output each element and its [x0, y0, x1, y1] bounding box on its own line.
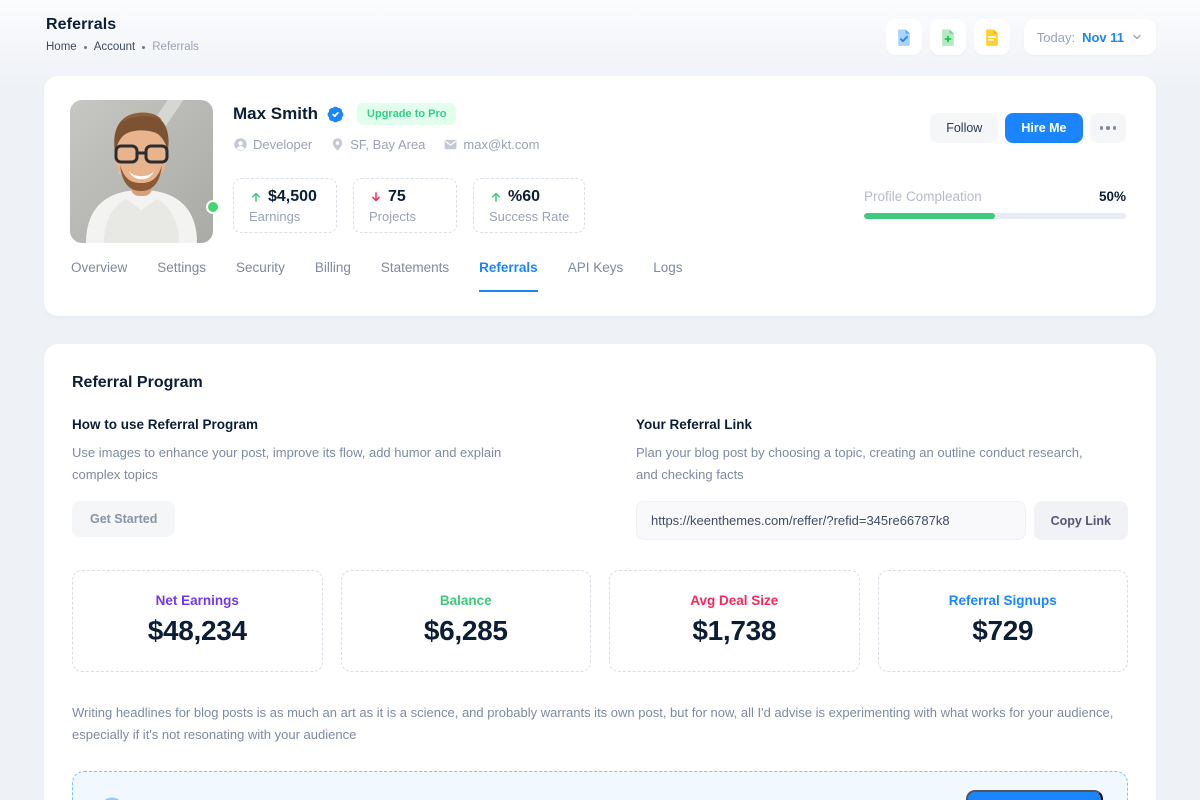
mail-icon	[443, 137, 458, 152]
follow-button[interactable]: Follow	[930, 113, 999, 143]
referral-link-heading: Your Referral Link	[636, 417, 753, 432]
referral-link-description: Plan your blog post by choosing a topic,…	[636, 445, 1083, 482]
file-check-icon	[894, 27, 914, 47]
withdraw-panel: Withdraw Your Money to a Bank Account	[72, 771, 1128, 800]
referral-program-card: Referral Program How to use Referral Pro…	[44, 344, 1156, 800]
file-check-button[interactable]	[885, 19, 922, 55]
avatar	[70, 100, 220, 243]
referral-signups-metric: Referral Signups $729	[877, 570, 1128, 672]
breadcrumb-separator	[83, 45, 87, 49]
profile-meta: Developer SF, Bay Area	[233, 137, 864, 152]
user-icon	[233, 137, 248, 152]
referral-link-input[interactable]	[636, 501, 1026, 540]
profile-stats: $4,500 Earnings 75 Projects	[233, 178, 864, 233]
profile-info: Max Smith Upgrade to Pro	[233, 100, 864, 243]
avatar-image	[70, 100, 213, 243]
page-title: Referrals	[46, 16, 117, 33]
tab-logs[interactable]: Logs	[653, 260, 683, 275]
how-to-description: Use images to enhance your post, improve…	[72, 445, 502, 482]
tab-api-keys[interactable]: API Keys	[567, 260, 624, 275]
online-status-dot	[206, 200, 220, 214]
arrow-down-icon	[369, 190, 383, 204]
profile-tabs: Overview Settings Security Billing State…	[70, 260, 1126, 292]
profile-completion: Profile Compleation 50%	[864, 189, 1126, 219]
tab-billing[interactable]: Billing	[314, 260, 351, 275]
progress-label: Profile Compleation	[864, 189, 982, 204]
progress-bar	[864, 213, 1126, 219]
arrow-up-icon	[249, 190, 263, 204]
profile-role: Developer	[233, 137, 312, 152]
tab-security[interactable]: Security	[236, 260, 285, 275]
projects-stat-tile: 75 Projects	[353, 178, 457, 233]
referral-program-title: Referral Program	[72, 374, 203, 391]
how-to-column: How to use Referral Program Use images t…	[72, 417, 564, 540]
tab-referrals[interactable]: Referrals	[479, 260, 538, 292]
referral-note: Writing headlines for blog posts is as m…	[72, 705, 1114, 742]
date-picker-button[interactable]: Today: Nov 11	[1023, 19, 1156, 55]
how-to-heading: How to use Referral Program	[72, 417, 259, 432]
referral-link-column: Your Referral Link Plan your blog post b…	[636, 417, 1128, 540]
arrow-up-icon	[489, 190, 503, 204]
tab-statements[interactable]: Statements	[380, 260, 450, 275]
topbar-left: Referrals Home Account Referrals	[46, 16, 199, 53]
avg-deal-size-metric: Avg Deal Size $1,738	[609, 570, 860, 672]
tab-overview[interactable]: Overview	[71, 260, 128, 275]
map-pin-icon	[330, 137, 345, 152]
file-plus-button[interactable]	[929, 19, 966, 55]
tab-settings[interactable]: Settings	[157, 260, 207, 275]
copy-link-button[interactable]: Copy Link	[1033, 501, 1128, 540]
profile-right-panel: Follow Hire Me Profile Compleation 50%	[864, 100, 1126, 243]
breadcrumb-account[interactable]: Account	[93, 41, 136, 53]
breadcrumb-home[interactable]: Home	[46, 41, 77, 53]
progress-bar-fill	[864, 213, 995, 219]
referral-metrics: Net Earnings $48,234 Balance $6,285 Avg …	[72, 570, 1128, 672]
profile-email: max@kt.com	[443, 137, 539, 152]
withdraw-button[interactable]	[966, 790, 1103, 800]
net-earnings-metric: Net Earnings $48,234	[72, 570, 323, 672]
chevron-down-icon	[1131, 31, 1143, 43]
profile-name: Max Smith	[233, 104, 319, 123]
get-started-button[interactable]: Get Started	[72, 501, 176, 537]
progress-percent: 50%	[1098, 189, 1126, 204]
balance-metric: Balance $6,285	[340, 570, 591, 672]
earnings-stat-tile: $4,500 Earnings	[233, 178, 337, 233]
date-label: Today:	[1036, 29, 1076, 45]
file-plus-icon	[938, 27, 958, 47]
file-text-button[interactable]	[973, 19, 1010, 55]
breadcrumb-current: Referrals	[152, 41, 199, 53]
date-value: Nov 11	[1082, 29, 1124, 45]
breadcrumb: Home Account Referrals	[46, 41, 199, 53]
file-text-icon	[982, 27, 1002, 47]
topbar-actions: Today: Nov 11	[885, 19, 1156, 55]
upgrade-to-pro-badge[interactable]: Upgrade to Pro	[357, 103, 457, 125]
topbar: Referrals Home Account Referrals	[0, 0, 1200, 76]
profile-location: SF, Bay Area	[330, 137, 425, 152]
success-rate-stat-tile: %60 Success Rate	[473, 178, 586, 233]
badge-check-icon	[326, 105, 345, 124]
hire-me-button[interactable]: Hire Me	[1005, 113, 1083, 143]
more-options-button[interactable]	[1089, 113, 1126, 143]
profile-card: Max Smith Upgrade to Pro	[44, 76, 1156, 316]
dollar-icon	[97, 795, 127, 800]
breadcrumb-separator	[142, 45, 146, 49]
